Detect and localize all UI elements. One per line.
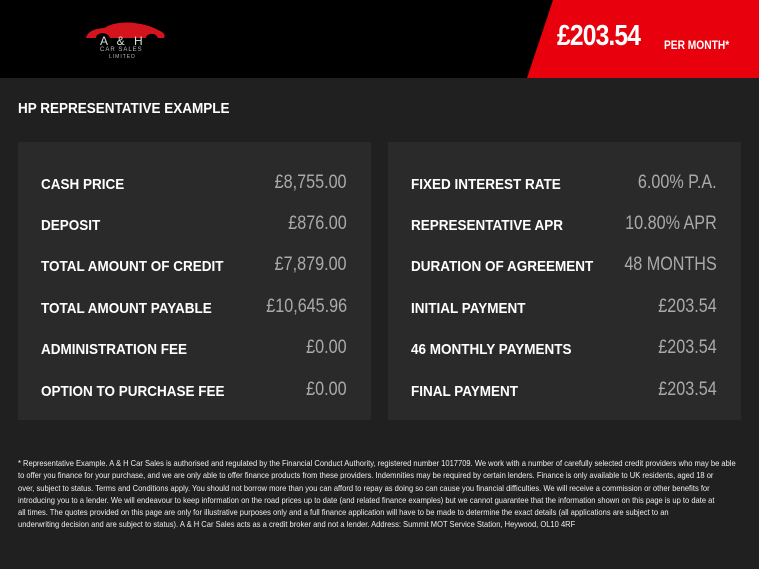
finance-row: TOTAL AMOUNT OF CREDIT £7,879.00: [41, 254, 347, 275]
finance-row: DURATION OF AGREEMENT 48 MONTHS: [411, 254, 717, 275]
row-value: £0.00: [306, 379, 347, 400]
row-value: £8,755.00: [275, 172, 347, 193]
finance-row: TOTAL AMOUNT PAYABLE £10,645.96: [41, 296, 347, 317]
row-label: ADMINISTRATION FEE: [41, 341, 187, 358]
row-value: £203.54: [658, 296, 717, 317]
row-value: £7,879.00: [275, 254, 347, 275]
monthly-price: £203.54: [557, 20, 641, 52]
row-value: £203.54: [658, 337, 717, 358]
disclaimer-line: * Representative Example. A & H Car Sale…: [18, 458, 736, 468]
finance-row: FIXED INTEREST RATE 6.00% P.A.: [411, 172, 717, 193]
disclaimer-line: introducing you to a lender. We will end…: [18, 494, 715, 505]
disclaimer-line: to offer you finance for your purchase, …: [18, 470, 714, 481]
logo-text: A & H: [100, 34, 146, 48]
row-label: CASH PRICE: [41, 176, 125, 193]
left-finance-panel: CASH PRICE £8,755.00 DEPOSIT £876.00 TOTAL A…: [18, 142, 371, 420]
finance-row: ADMINISTRATION FEE £0.00: [41, 337, 347, 358]
row-label: FINAL PAYMENT: [411, 383, 519, 400]
row-value: £203.54: [658, 379, 717, 400]
row-value: £10,645.96: [266, 296, 347, 317]
finance-row: REPRESENTATIVE APR 10.80% APR: [411, 213, 717, 234]
row-value: 6.00% P.A.: [638, 172, 717, 193]
section-title: HP REPRESENTATIVE EXAMPLE: [18, 100, 230, 117]
row-label: REPRESENTATIVE APR: [411, 217, 564, 234]
row-label: INITIAL PAYMENT: [411, 300, 526, 317]
row-label: FIXED INTEREST RATE: [411, 176, 561, 193]
car-logo-icon: [86, 22, 165, 38]
finance-row: INITIAL PAYMENT £203.54: [411, 296, 717, 317]
row-value: 48 MONTHS: [624, 254, 717, 275]
finance-row: DEPOSIT £876.00: [41, 213, 347, 234]
finance-row: 46 MONTHLY PAYMENTS £203.54: [411, 337, 717, 358]
row-label: DEPOSIT: [41, 217, 101, 234]
logo-subtext: CAR SALES: [100, 47, 143, 53]
row-label: OPTION TO PURCHASE FEE: [41, 383, 225, 400]
row-label: TOTAL AMOUNT OF CREDIT: [41, 258, 224, 275]
row-value: 10.80% APR: [625, 213, 717, 234]
per-month-label: PER MONTH*: [664, 38, 730, 52]
disclaimer-line: underwriting decision and are subject to…: [18, 519, 576, 530]
price-banner: [527, 0, 759, 78]
disclaimer-line: over, subject to status. Terms and Condi…: [18, 482, 710, 493]
row-label: 46 MONTHLY PAYMENTS: [411, 341, 572, 358]
row-value: £0.00: [306, 337, 347, 358]
row-label: DURATION OF AGREEMENT: [411, 258, 594, 275]
row-value: £876.00: [288, 213, 347, 234]
disclaimer: * Representative Example. A & H Car Sale…: [18, 457, 759, 531]
disclaimer-line: all times. The quotes provided on this p…: [18, 507, 669, 518]
logo-limited-text: LIMITED: [109, 54, 136, 60]
right-finance-panel: FIXED INTEREST RATE 6.00% P.A. REPRESENTAT…: [388, 142, 741, 420]
logo[interactable]: A & H CAR SALES LIMITED: [82, 20, 172, 60]
row-label: TOTAL AMOUNT PAYABLE: [41, 300, 212, 317]
finance-row: OPTION TO PURCHASE FEE £0.00: [41, 379, 347, 400]
finance-row: CASH PRICE £8,755.00: [41, 172, 347, 193]
header: A & H CAR SALES LIMITED £203.54 PER MONT…: [0, 0, 759, 78]
finance-row: FINAL PAYMENT £203.54: [411, 379, 717, 400]
